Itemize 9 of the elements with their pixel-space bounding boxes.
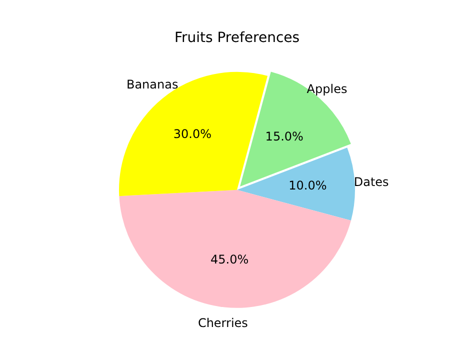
slice-label: Apples bbox=[306, 82, 348, 96]
data-label: 15.0% bbox=[265, 129, 304, 144]
chart-title: Fruits Preferences bbox=[174, 30, 300, 46]
data-label: 45.0% bbox=[210, 252, 249, 266]
data-label: 10.0% bbox=[288, 178, 327, 192]
slice-label: Dates bbox=[354, 174, 389, 189]
slice-label: Bananas bbox=[126, 77, 178, 92]
data-label: 30.0% bbox=[173, 127, 212, 142]
slice-label: Cherries bbox=[198, 316, 248, 330]
